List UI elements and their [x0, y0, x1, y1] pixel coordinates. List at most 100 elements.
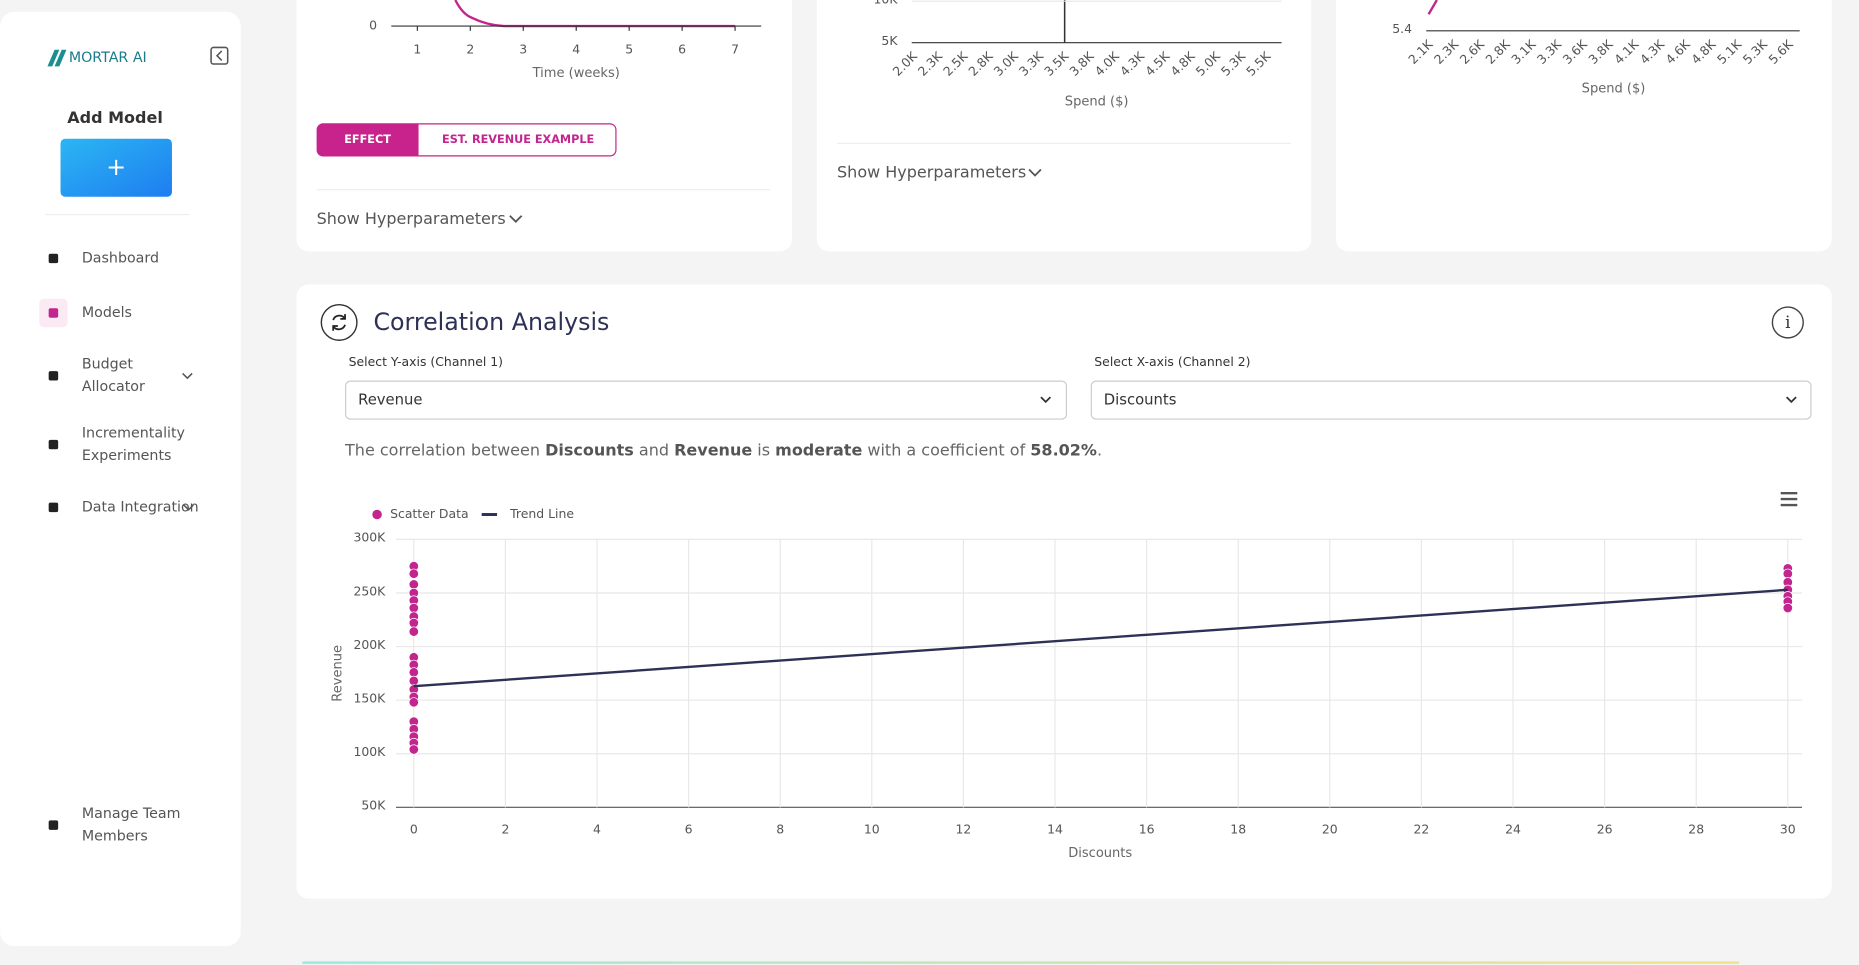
y-tick-label: 0 [369, 18, 377, 33]
x-tick-label: 8 [776, 821, 784, 836]
legend-label: Trend Line [509, 506, 574, 521]
summary-part: with a coefficient of [862, 440, 1030, 459]
nav-icon [48, 439, 59, 450]
x-axis-label: Time (weeks) [532, 66, 620, 81]
svg-text:i: i [1785, 313, 1790, 332]
response-curve [1427, 0, 1438, 15]
x-tick-label: 4 [572, 41, 580, 56]
chevron [1028, 168, 1042, 177]
nav-item[interactable]: Budget Allocator [48, 357, 193, 396]
spend-card [816, 0, 1312, 252]
scatter-point [408, 579, 419, 590]
summary-part: is [752, 440, 775, 459]
x-axis-label: Spend ($) [1065, 94, 1129, 109]
x-tick-label: 20 [1322, 821, 1338, 836]
nav-label: Budget [82, 357, 134, 373]
effect-button[interactable] [317, 123, 419, 156]
x-tick-label: 7 [731, 41, 739, 56]
x-tick-label: 6 [678, 41, 686, 56]
revenue-button[interactable]: EST. REVENUE EXAMPLE [442, 133, 594, 146]
add-model-label: Add Model [67, 108, 163, 127]
y-select[interactable] [345, 380, 1068, 420]
nav-item[interactable]: Dashboard [48, 250, 159, 266]
summary-part: and [634, 440, 674, 459]
x-tick-label: 2 [466, 41, 474, 56]
summary-part: Revenue [674, 440, 752, 459]
collapse-button[interactable] [210, 46, 229, 65]
x-tick-label: 16 [1139, 821, 1155, 836]
x-tick-label: 2 [501, 821, 509, 836]
add-model-button[interactable] [60, 138, 172, 197]
summary-part: 58.02% [1030, 440, 1097, 459]
sidebar [0, 11, 241, 947]
nav-icon [48, 820, 59, 830]
trend-line [413, 588, 1788, 688]
x-tick-label: 10 [864, 821, 880, 836]
nav-label: Members [82, 828, 148, 844]
x-tick-label: 28 [1688, 821, 1704, 836]
logo-text: MORTAR AI [69, 50, 147, 66]
x-axis-label: Discounts [1068, 846, 1132, 861]
chevron [182, 372, 193, 380]
nav-item[interactable]: Data Integration [48, 499, 199, 515]
bottom-bar [302, 961, 1740, 964]
x-tick-label: 14 [1047, 821, 1063, 836]
y-tick-label: 300K [353, 530, 386, 545]
nav-icon [48, 371, 59, 381]
card-title: Correlation Analysis [373, 308, 609, 336]
scatter-point [1782, 602, 1793, 614]
y-axis-label: Revenue [330, 645, 345, 702]
info-button[interactable]: i [1771, 306, 1804, 339]
x-tick-label: 30 [1780, 821, 1796, 836]
nav-label: Experiments [82, 448, 172, 464]
y-tick-label: 10K [874, 0, 899, 7]
nav-item[interactable]: Manage Team Members [48, 806, 181, 845]
nav-icon [48, 253, 59, 264]
chevron [509, 215, 523, 223]
x-tick-label: 5 [625, 41, 633, 56]
y-tick-label: 50K [361, 798, 386, 813]
effect-button-label: EFFECT [344, 133, 391, 146]
scatter-point [408, 617, 419, 629]
summary-part: . [1097, 440, 1102, 459]
y-tick-label: 250K [353, 583, 386, 598]
x-tick-label: 18 [1230, 821, 1246, 836]
x-select-value: Discounts [1104, 392, 1177, 409]
chevron [1040, 396, 1797, 404]
response-card [1336, 0, 1832, 252]
hyperparameters-toggle[interactable]: Show Hyperparameters [317, 209, 506, 228]
x-tick-label: 6 [685, 821, 693, 836]
x-axis-label: Spend ($) [1582, 81, 1646, 96]
summary-part: moderate [775, 440, 862, 459]
x-tick-label: 3 [519, 41, 527, 56]
x-tick-label: 12 [955, 821, 971, 836]
hyperparameters-toggle[interactable]: Show Hyperparameters [837, 163, 1026, 182]
refresh-button[interactable] [320, 303, 358, 341]
scatter-point [408, 744, 419, 755]
x-select[interactable] [1090, 380, 1812, 420]
summary-part: Discounts [545, 440, 634, 459]
x-tick-label: 26 [1597, 821, 1613, 836]
scatter-point [408, 602, 419, 614]
summary-part: The correlation between [344, 440, 545, 459]
effect-curve [454, 0, 736, 28]
x-tick-label: 22 [1413, 821, 1429, 836]
add-model-icon: + [106, 153, 126, 181]
nav-item[interactable]: Models [39, 298, 132, 328]
nav-label: Data Integration [82, 499, 199, 515]
x-tick-label: 4 [593, 821, 601, 836]
scatter-point [408, 568, 419, 579]
legend-marker [372, 509, 382, 520]
legend-label: Scatter Data [390, 506, 469, 521]
scatter-point [1782, 568, 1793, 579]
scatter-point [408, 667, 419, 678]
nav-icon [48, 502, 59, 513]
chart-menu[interactable] [1780, 491, 1798, 507]
nav-item[interactable]: Incrementality Experiments [48, 425, 185, 464]
correlation-card [296, 284, 1832, 899]
nav-label: Dashboard [82, 250, 159, 266]
y-tick-label: 100K [353, 744, 386, 759]
